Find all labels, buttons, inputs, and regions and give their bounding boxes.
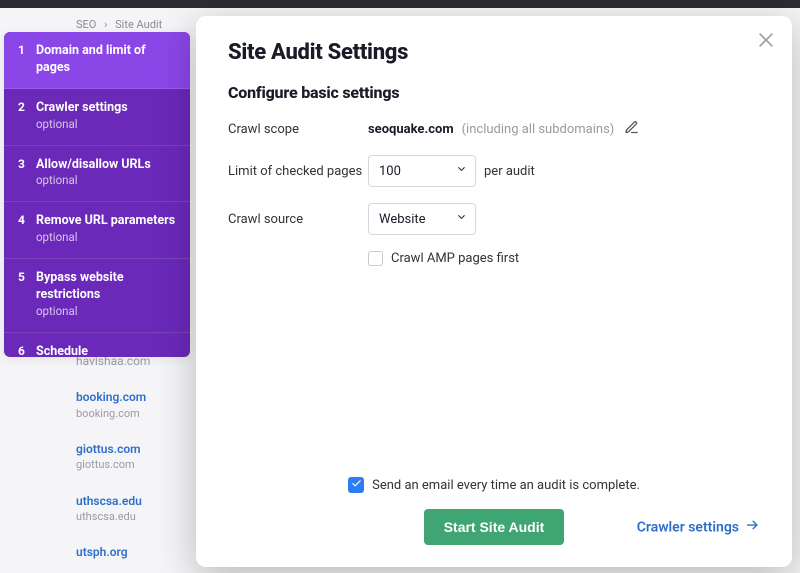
next-step-label: Crawler settings bbox=[637, 519, 739, 535]
pencil-icon bbox=[624, 124, 639, 139]
email-notify-row: Send an email every time an audit is com… bbox=[228, 477, 760, 493]
wizard-step-1[interactable]: 1 Domain and limit of pages bbox=[4, 32, 190, 89]
breadcrumb-parent[interactable]: SEO bbox=[76, 18, 96, 31]
wizard-sidebar: 1 Domain and limit of pages 2 Crawler se… bbox=[4, 32, 190, 357]
bg-domain-item[interactable]: utsph.org bbox=[76, 545, 196, 559]
step-label: Domain and limit of pages bbox=[36, 43, 176, 77]
settings-modal: Site Audit Settings Configure basic sett… bbox=[196, 16, 792, 567]
close-button[interactable] bbox=[756, 30, 776, 54]
step-optional: optional bbox=[36, 304, 78, 318]
breadcrumb-current: Site Audit bbox=[115, 18, 162, 31]
bg-domain-sub: booking.com bbox=[76, 407, 196, 420]
step-label: Schedule bbox=[36, 344, 88, 357]
step-number: 3 bbox=[18, 157, 36, 191]
background-domain-list: havishaa.com booking.com booking.com gio… bbox=[76, 354, 196, 573]
limit-pages-label: Limit of checked pages bbox=[228, 164, 368, 179]
crawl-source-row: Crawl source Website bbox=[228, 203, 760, 235]
breadcrumb: SEO › Site Audit bbox=[76, 18, 162, 31]
bg-domain-title: booking.com bbox=[76, 390, 196, 404]
wizard-step-3[interactable]: 3 Allow/disallow URLs optional bbox=[4, 146, 190, 203]
step-label: Remove URL parameters bbox=[36, 213, 175, 230]
step-label: Bypass website restrictions bbox=[36, 270, 176, 304]
step-label: Allow/disallow URLs bbox=[36, 157, 151, 174]
bg-domain-sub: giottus.com bbox=[76, 458, 196, 471]
limit-pages-value: 100 bbox=[379, 164, 401, 179]
step-number: 6 bbox=[18, 344, 36, 357]
start-audit-button[interactable]: Start Site Audit bbox=[424, 509, 565, 545]
limit-pages-select[interactable]: 100 bbox=[368, 155, 476, 187]
step-optional: optional bbox=[36, 117, 78, 131]
crawl-scope-value: seoquake.com bbox=[368, 122, 454, 137]
step-number: 1 bbox=[18, 43, 36, 77]
crawl-source-select[interactable]: Website bbox=[368, 203, 476, 235]
top-bar bbox=[0, 0, 800, 8]
bg-domain-title: utsph.org bbox=[76, 545, 196, 559]
bg-domain-item[interactable]: booking.com booking.com bbox=[76, 390, 196, 420]
crawl-amp-checkbox[interactable] bbox=[368, 251, 383, 266]
email-notify-checkbox[interactable] bbox=[348, 477, 364, 493]
wizard-step-2[interactable]: 2 Crawler settings optional bbox=[4, 89, 190, 146]
crawl-source-label: Crawl source bbox=[228, 212, 368, 227]
step-optional: optional bbox=[36, 173, 78, 187]
crawl-amp-label: Crawl AMP pages first bbox=[391, 251, 519, 266]
modal-title: Site Audit Settings bbox=[228, 40, 760, 65]
crawl-scope-note: (including all subdomains) bbox=[462, 122, 615, 137]
modal-subtitle: Configure basic settings bbox=[228, 83, 760, 102]
breadcrumb-separator: › bbox=[104, 18, 107, 31]
limit-after-text: per audit bbox=[484, 164, 535, 179]
step-number: 2 bbox=[18, 100, 36, 134]
wizard-step-6[interactable]: 6 Schedule optional bbox=[4, 333, 190, 357]
step-optional: optional bbox=[36, 230, 78, 244]
wizard-step-5[interactable]: 5 Bypass website restrictions optional bbox=[4, 259, 190, 333]
bg-domain-title: giottus.com bbox=[76, 442, 196, 456]
crawl-source-value: Website bbox=[379, 212, 426, 227]
crawl-scope-label: Crawl scope bbox=[228, 122, 368, 137]
limit-pages-row: Limit of checked pages 100 per audit bbox=[228, 155, 760, 187]
edit-scope-button[interactable] bbox=[624, 120, 639, 139]
chevron-down-icon bbox=[456, 212, 467, 227]
chevron-down-icon bbox=[456, 164, 467, 179]
check-icon bbox=[351, 478, 362, 493]
settings-form: Crawl scope seoquake.com (including all … bbox=[228, 120, 760, 266]
bg-domain-sub: uthscsa.edu bbox=[76, 510, 196, 523]
close-icon bbox=[756, 35, 776, 54]
modal-footer: Send an email every time an audit is com… bbox=[228, 477, 760, 545]
modal-actions: Start Site Audit Crawler settings bbox=[228, 509, 760, 545]
email-notify-label: Send an email every time an audit is com… bbox=[372, 478, 640, 493]
next-step-link[interactable]: Crawler settings bbox=[637, 518, 760, 537]
crawl-scope-row: Crawl scope seoquake.com (including all … bbox=[228, 120, 760, 139]
step-label: Crawler settings bbox=[36, 100, 128, 117]
bg-domain-item[interactable]: giottus.com giottus.com bbox=[76, 442, 196, 472]
arrow-right-icon bbox=[745, 518, 760, 537]
wizard-step-4[interactable]: 4 Remove URL parameters optional bbox=[4, 202, 190, 259]
bg-domain-title: uthscsa.edu bbox=[76, 494, 196, 508]
bg-domain-item[interactable]: uthscsa.edu uthscsa.edu bbox=[76, 494, 196, 524]
step-number: 5 bbox=[18, 270, 36, 321]
crawl-amp-row: Crawl AMP pages first bbox=[368, 251, 760, 266]
step-number: 4 bbox=[18, 213, 36, 247]
